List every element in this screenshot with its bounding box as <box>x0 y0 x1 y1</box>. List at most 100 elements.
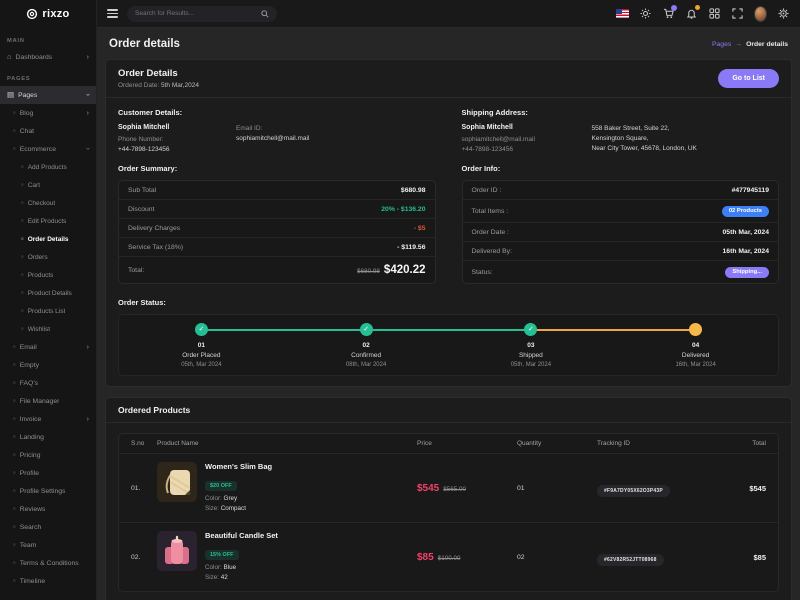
bullet-icon: ○ <box>13 559 16 565</box>
sidebar: rixzo MAIN ⌂ Dashboards › PAGES <box>0 0 97 600</box>
sidebar-item-label: Landing <box>19 433 44 441</box>
chevron-icon: › <box>86 414 90 424</box>
sidebar-item[interactable]: ○ Profile Settings <box>0 482 96 500</box>
sidebar-item[interactable]: ○ Empty <box>0 356 96 374</box>
info-row: Status: Shipping... <box>463 261 779 283</box>
sidebar-item-label: Empty <box>19 361 39 369</box>
theme-toggle-sun-icon[interactable] <box>639 7 652 20</box>
sidebar-item[interactable]: ○ Ecommerce › <box>0 140 96 158</box>
bag-product-image <box>157 462 197 503</box>
sidebar-item[interactable]: ○ FAQ's <box>0 374 96 392</box>
user-avatar[interactable] <box>754 5 767 22</box>
customer-name: Sophia Mitchell <box>118 124 170 131</box>
customer-phone: +44-7898-123456 <box>118 146 170 154</box>
bullet-icon: ○ <box>21 163 24 169</box>
bullet-icon: ○ <box>21 325 24 331</box>
sidebar-item[interactable]: ○ Products <box>0 266 96 284</box>
sidebar-item[interactable]: ○ Wishlist <box>0 320 96 338</box>
language-flag-icon[interactable] <box>616 7 629 20</box>
sidebar-item[interactable]: ○ Invoice › <box>0 410 96 428</box>
quantity: 02 <box>517 553 525 561</box>
sidebar-item[interactable]: ○ Blog › <box>0 104 96 122</box>
info-row: Delivered By: 16th Mar, 2024 <box>462 242 778 262</box>
search-input[interactable] <box>135 10 255 17</box>
product-row[interactable]: 01. Women's Slim Bag $20 OFF Colo <box>119 454 778 524</box>
breadcrumb-parent[interactable]: Pages <box>711 40 732 48</box>
order-info-heading: Order Info: <box>461 164 501 174</box>
sidebar-item[interactable]: ○ Team <box>0 536 96 554</box>
notifications-badge <box>695 5 700 10</box>
order-details-card: Order Details Ordered Date: 5th Mar,2024… <box>105 59 792 388</box>
sidebar-item[interactable]: ○ File Manager <box>0 392 96 410</box>
chevron-icon: › <box>83 147 93 151</box>
sidebar-item[interactable]: ⌂ Dashboards › <box>0 48 96 66</box>
fullscreen-icon[interactable] <box>731 7 744 20</box>
sidebar-item[interactable]: ○ Products List <box>0 302 96 320</box>
sidebar-item[interactable]: ○ Product Details <box>0 284 96 302</box>
sidebar-item-label: Blog <box>19 109 34 117</box>
sidebar-item[interactable]: ○ Checkout <box>0 194 96 212</box>
sidebar-item-label: Cart <box>27 181 40 189</box>
sidebar-item[interactable]: ▤ Pages › <box>0 86 96 104</box>
bullet-icon: ○ <box>13 451 16 457</box>
sidebar-item[interactable]: ○ Search <box>0 518 96 536</box>
search-box[interactable] <box>127 5 277 22</box>
order-info-table: Order ID : #477945119 Total Items : 02 P… <box>461 180 779 285</box>
shipping-address-heading: Shipping Address: <box>461 108 528 117</box>
bullet-icon: ○ <box>21 199 24 205</box>
sidebar-item[interactable]: ○ Profile <box>0 464 96 482</box>
sidebar-item-label: MAIN <box>7 38 25 44</box>
phone-label: Phone Number: <box>118 136 164 143</box>
sale-price: $85 <box>417 551 434 563</box>
order-status-section: Order Status: ✓ 01 Order Placed 05th, Ma… <box>106 296 791 386</box>
address-line: Near City Tower, 45678, London, UK <box>591 145 697 153</box>
sidebar-item[interactable]: ○ Terms & Conditions <box>0 554 96 572</box>
apps-grid-icon[interactable] <box>708 7 721 20</box>
bullet-icon: ○ <box>13 343 16 349</box>
product-row[interactable]: 02. Beautiful Candle Set 15% OFF <box>119 523 778 591</box>
sidebar-item[interactable]: ○ Cart <box>0 176 96 194</box>
cart-badge <box>671 5 677 11</box>
bullet-icon: ○ <box>13 397 16 403</box>
go-to-list-button[interactable]: Go to List <box>718 69 779 88</box>
bullet-icon: ○ <box>13 145 16 151</box>
bullet-icon: ○ <box>21 181 24 187</box>
sidebar-item: PAGES <box>0 72 96 86</box>
sidebar-item[interactable]: ○ Edit Products <box>0 212 96 230</box>
total-items-badge: 02 Products <box>721 205 769 217</box>
row-total: $545 <box>749 483 766 493</box>
shipping-column: Shipping Address: Sophia Mitchell sophia… <box>461 108 780 292</box>
shipping-name: Sophia Mitchell <box>461 124 513 131</box>
sidebar-item[interactable]: ○ Reviews <box>0 500 96 518</box>
status-badge: Shipping... <box>725 266 769 278</box>
original-price: $565.00 <box>443 485 467 493</box>
breadcrumb: Pages → Order details <box>712 41 788 48</box>
sidebar-item-label: Profile <box>19 469 39 477</box>
timeline-step: ✓ 01 Order Placed 05th, Mar 2024 <box>119 323 284 368</box>
sidebar-item[interactable]: ○ Order Details <box>0 230 96 248</box>
sidebar-item[interactable]: ○ Landing <box>0 428 96 446</box>
cart-icon[interactable] <box>662 5 677 20</box>
sidebar-item-label: Wishlist <box>27 325 51 333</box>
sidebar-item[interactable]: ○ Orders <box>0 248 96 266</box>
order-status-heading: Order Status: <box>118 298 166 308</box>
sidebar-item-label: Orders <box>27 253 48 261</box>
sidebar-item-label: Search <box>19 523 42 531</box>
notifications-bell-icon[interactable] <box>685 5 700 20</box>
sidebar-item[interactable]: ○ Email › <box>0 338 96 356</box>
bullet-icon: ○ <box>21 289 24 295</box>
sidebar-item-icon: ⌂ <box>7 52 12 62</box>
shipping-contact: Sophia Mitchell sophiamitchell@mail.mail… <box>462 124 780 155</box>
summary-row: Delivery Charges - $5 <box>119 219 435 239</box>
customer-details-heading: Customer Details: <box>118 108 183 117</box>
hamburger-menu-icon[interactable] <box>107 9 118 18</box>
sidebar-item-icon: ▤ <box>7 90 15 100</box>
sidebar-item[interactable]: ○ Add Products <box>0 158 96 176</box>
brand-logo[interactable]: rixzo <box>0 0 96 28</box>
sidebar-item[interactable]: ○ Pricing <box>0 446 96 464</box>
info-row: Total Items : 02 Products <box>462 200 778 224</box>
sidebar-item[interactable]: ○ Timeline <box>0 572 96 590</box>
sidebar-item[interactable]: ○ Chat <box>0 122 96 140</box>
summary-row: Service Tax (18%) - $119.56 <box>119 238 435 258</box>
settings-gear-icon[interactable] <box>777 7 790 20</box>
